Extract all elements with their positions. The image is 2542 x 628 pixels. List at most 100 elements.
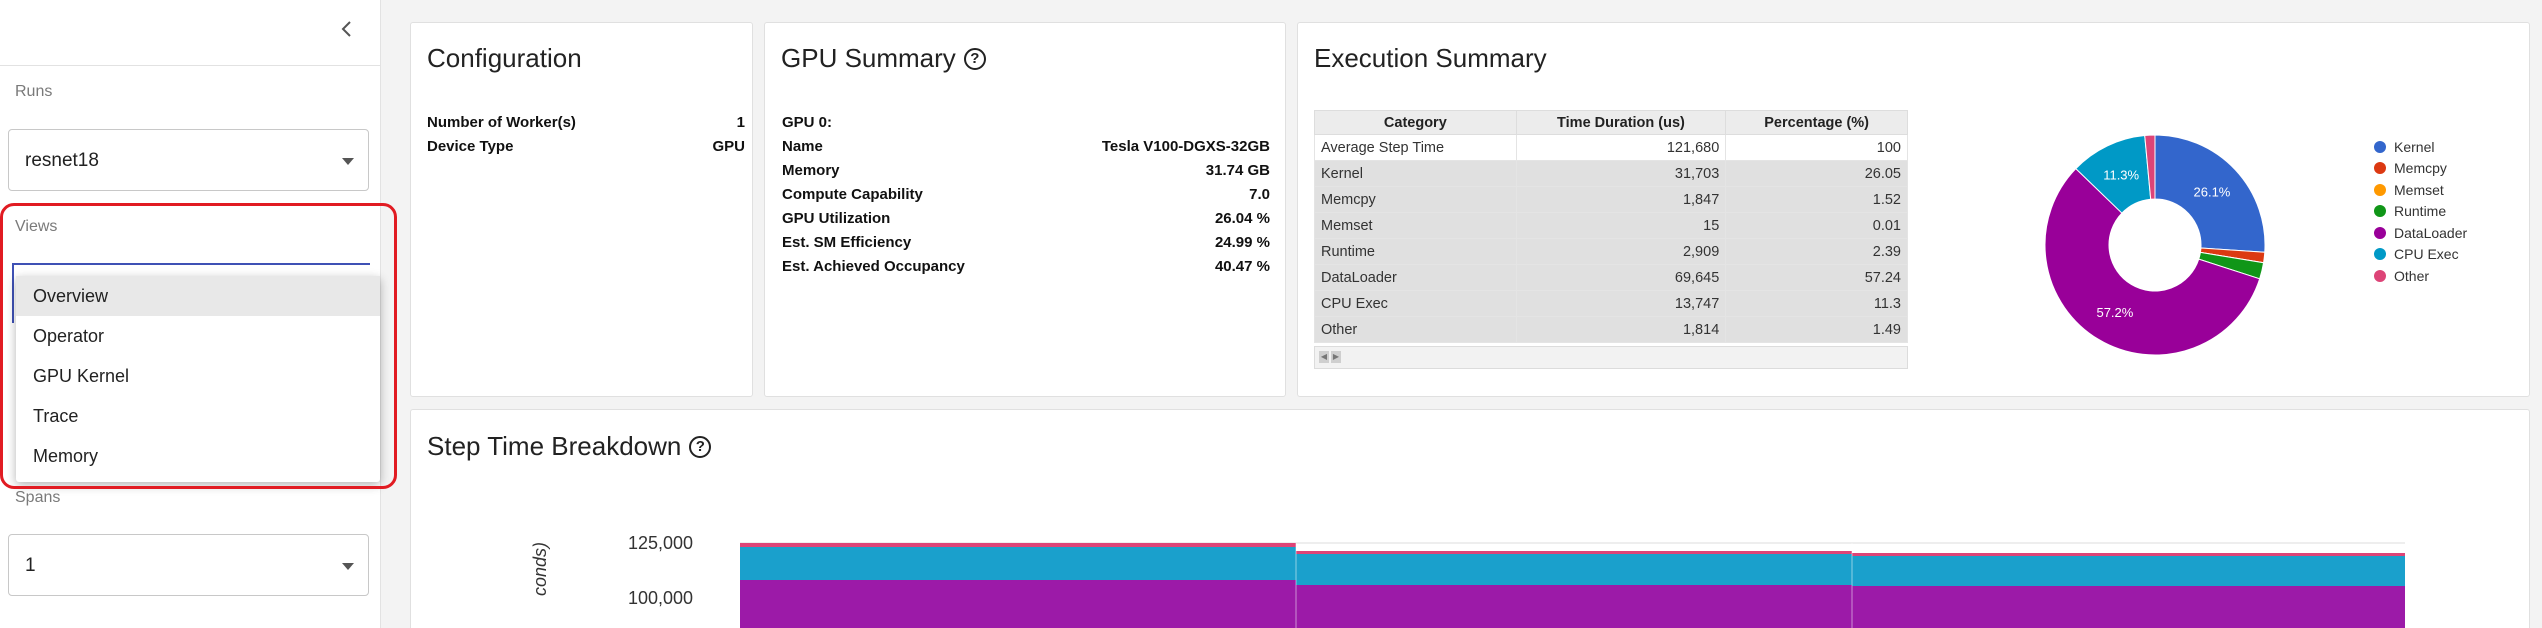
cell-percentage: 100	[1725, 134, 1908, 161]
scroll-right-icon[interactable]: ▶	[1331, 351, 1341, 363]
y-axis-label: conds)	[530, 541, 550, 596]
table-row: Other 1,814 1.49	[1314, 316, 1908, 343]
spans-select[interactable]: 1	[8, 534, 369, 596]
cell-percentage: 1.49	[1725, 316, 1908, 343]
pie-data-label: 57.2%	[2096, 305, 2133, 320]
pie-legend: Kernel Memcpy Memset Runtime DataLoader …	[2374, 136, 2467, 287]
legend-label: CPU Exec	[2394, 246, 2459, 263]
cell-percentage: 57.24	[1725, 264, 1908, 291]
area-cpu-exec	[1296, 554, 1852, 585]
table-row: Runtime 2,909 2.39	[1314, 238, 1908, 265]
gpu-value: 26.04 %	[1214, 210, 1270, 227]
configuration-card: Configuration Number of Worker(s) 1 Devi…	[410, 22, 753, 397]
legend-item[interactable]: Other	[2374, 265, 2467, 287]
cell-category: DataLoader	[1314, 264, 1517, 291]
config-key: Device Type	[427, 138, 514, 155]
gpu-key: Memory	[782, 162, 840, 179]
legend-item[interactable]: Memcpy	[2374, 158, 2467, 180]
pie-slice-kernel[interactable]	[2154, 134, 2266, 253]
runs-select[interactable]: resnet18	[8, 129, 369, 191]
area-cpu-exec	[1852, 556, 2405, 586]
spans-select-value: 1	[25, 555, 36, 576]
help-icon[interactable]: ?	[963, 47, 986, 70]
legend-dot-icon	[2374, 183, 2386, 196]
legend-item[interactable]: Memset	[2374, 179, 2467, 201]
collapse-sidebar-button[interactable]	[332, 14, 362, 44]
table-row: Average Step Time 121,680 100	[1314, 134, 1908, 161]
cell-percentage: 11.3	[1725, 290, 1908, 317]
area-dataloader	[1296, 585, 1852, 628]
table-row: Memcpy 1,847 1.52	[1314, 186, 1908, 213]
legend-dot-icon	[2374, 162, 2386, 175]
legend-label: DataLoader	[2394, 224, 2468, 241]
execution-table: Category Time Duration (us) Percentage (…	[1314, 110, 1908, 343]
legend-item[interactable]: CPU Exec	[2374, 244, 2467, 266]
y-tick-label: 100,000	[628, 588, 694, 608]
gpu-value: Tesla V100-DGXS-32GB	[1101, 138, 1270, 155]
view-option-memory[interactable]: Memory	[33, 446, 99, 466]
cell-duration: 1,814	[1515, 316, 1727, 343]
column-header[interactable]: Category	[1314, 110, 1517, 135]
area-dataloader	[1852, 586, 2405, 628]
scroll-left-icon[interactable]: ◀	[1319, 351, 1329, 363]
pie-slice-other[interactable]	[2144, 134, 2156, 200]
gpu-key: Name	[782, 138, 823, 155]
column-header[interactable]: Percentage (%)	[1725, 110, 1908, 135]
view-option-gpu-kernel[interactable]: GPU Kernel	[33, 366, 130, 386]
cell-duration: 15	[1515, 212, 1727, 239]
chevron-down-icon	[342, 158, 354, 165]
views-dropdown-menu: Overview Operator GPU Kernel Trace Memor…	[16, 276, 380, 482]
gpu-value: 40.47 %	[1214, 258, 1270, 275]
area-other	[740, 543, 1296, 547]
pie-data-label: 11.3%	[2103, 168, 2139, 183]
views-select-outline	[12, 263, 370, 265]
cell-duration: 31,703	[1515, 160, 1727, 187]
legend-item[interactable]: Kernel	[2374, 136, 2467, 158]
cell-category: Runtime	[1314, 238, 1517, 265]
cell-duration: 69,645	[1515, 264, 1727, 291]
cell-category: Other	[1314, 316, 1517, 343]
legend-label: Kernel	[2394, 138, 2435, 155]
gpu-value: 24.99 %	[1214, 234, 1270, 251]
help-icon[interactable]: ?	[689, 435, 712, 458]
legend-dot-icon	[2374, 269, 2386, 282]
cell-category: Average Step Time	[1314, 134, 1517, 161]
table-horizontal-scrollbar[interactable]: ◀ ▶	[1314, 346, 1908, 369]
gpu-key: Est. Achieved Occupancy	[782, 258, 965, 275]
chevron-left-icon	[341, 21, 351, 37]
table-row: CPU Exec 13,747 11.3	[1314, 290, 1908, 317]
gpu-key: Est. SM Efficiency	[782, 234, 912, 251]
table-row: DataLoader 69,645 57.24	[1314, 264, 1908, 291]
cell-category: Memset	[1314, 212, 1517, 239]
sidebar-header	[0, 0, 381, 66]
cell-duration: 13,747	[1515, 290, 1727, 317]
area-other	[1296, 551, 1852, 554]
gpu-key: Compute Capability	[782, 186, 923, 203]
runs-label: Runs	[15, 83, 53, 100]
pie-slice-dataloader[interactable]	[2044, 167, 2261, 356]
view-option-operator[interactable]: Operator	[33, 326, 105, 346]
cell-category: Kernel	[1314, 160, 1517, 187]
cell-category: CPU Exec	[1314, 290, 1517, 317]
table-row: Kernel 31,703 26.05	[1314, 160, 1908, 187]
chevron-down-icon	[342, 563, 354, 570]
cell-category: Memcpy	[1314, 186, 1517, 213]
area-cpu-exec	[740, 547, 1296, 580]
execution-pie-chart: 26.1% 57.2% 11.3%	[2044, 134, 2266, 356]
column-header[interactable]: Time Duration (us)	[1515, 110, 1727, 135]
step-time-area-chart	[740, 542, 2405, 628]
table-row: Memset 15 0.01	[1314, 212, 1908, 239]
cell-percentage: 2.39	[1725, 238, 1908, 265]
legend-label: Memset	[2394, 181, 2444, 198]
legend-label: Memcpy	[2394, 160, 2447, 177]
execution-summary-title: Execution Summary	[1314, 43, 1547, 73]
view-option-trace[interactable]: Trace	[33, 406, 79, 426]
view-option-overview[interactable]: Overview	[16, 276, 380, 316]
views-label: Views	[15, 218, 58, 235]
legend-label: Runtime	[2394, 203, 2447, 220]
legend-item[interactable]: Runtime	[2374, 201, 2467, 223]
cell-percentage: 0.01	[1725, 212, 1908, 239]
legend-dot-icon	[2374, 140, 2386, 153]
legend-item[interactable]: DataLoader	[2374, 222, 2467, 244]
config-value: GPU	[712, 138, 745, 155]
